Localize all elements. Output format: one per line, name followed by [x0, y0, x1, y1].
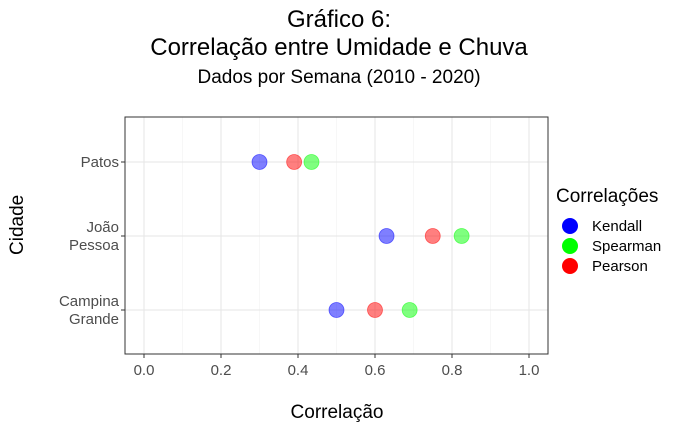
y-axis-label: Cidade [7, 215, 29, 255]
x-tick-label: 0.0 [134, 362, 155, 379]
point-pearson [425, 229, 440, 244]
x-tick-label: 0.4 [288, 362, 309, 379]
legend-item-kendall: Kendall [556, 216, 661, 236]
legend-pearson-swatch [562, 258, 578, 274]
point-pearson [287, 155, 302, 170]
point-kendall [329, 303, 344, 318]
chart-legend: Correlações Kendall Spearman Pearson [556, 186, 661, 276]
x-tick-label: 1.0 [519, 362, 540, 379]
point-spearman [402, 303, 417, 318]
y-tick-label: Campina Grande [59, 293, 120, 328]
x-axis-label: Correlação [135, 402, 539, 424]
point-pearson [368, 303, 383, 318]
y-tick-label: João Pessoa [69, 219, 120, 254]
x-tick-label: 0.6 [365, 362, 386, 379]
legend-kendall-label: Kendall [592, 218, 642, 235]
x-tick-label: 0.8 [442, 362, 463, 379]
point-spearman [454, 229, 469, 244]
legend-title: Correlações [556, 186, 661, 208]
legend-spearman-swatch [562, 238, 578, 254]
legend-spearman-label: Spearman [592, 238, 661, 255]
point-kendall [252, 155, 267, 170]
legend-item-pearson: Pearson [556, 256, 661, 276]
legend-pearson-label: Pearson [592, 258, 648, 275]
x-tick-label: 0.2 [211, 362, 232, 379]
y-tick-label: Patos [81, 154, 119, 171]
legend-item-spearman: Spearman [556, 236, 661, 256]
legend-kendall-swatch [562, 218, 578, 234]
point-kendall [379, 229, 394, 244]
point-spearman [304, 155, 319, 170]
